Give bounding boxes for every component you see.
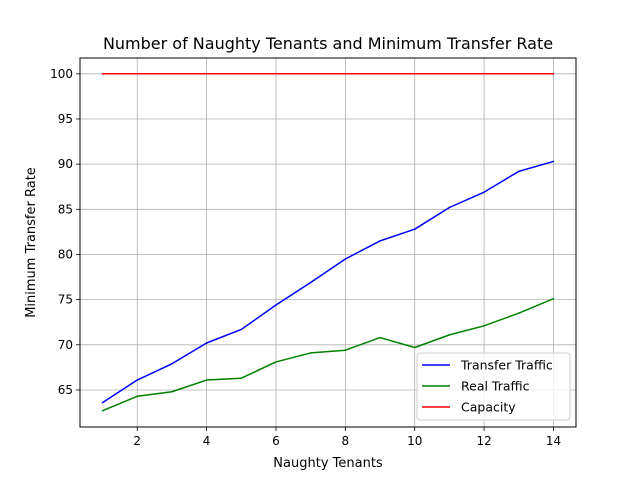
data-point-capacity bbox=[518, 73, 520, 75]
x-tick-label: 6 bbox=[272, 434, 280, 448]
data-point-transfer-traffic bbox=[275, 304, 277, 306]
y-tick-label: 75 bbox=[58, 293, 73, 307]
y-tick-label: 95 bbox=[58, 112, 73, 126]
data-point-real-traffic bbox=[101, 409, 104, 412]
y-tick-label: 90 bbox=[58, 157, 73, 171]
data-point-real-traffic bbox=[379, 336, 381, 339]
data-point-capacity bbox=[552, 73, 555, 75]
data-point-real-traffic bbox=[240, 377, 243, 379]
data-point-real-traffic bbox=[205, 379, 208, 381]
data-point-capacity bbox=[448, 73, 451, 75]
y-tick-label: 70 bbox=[58, 338, 73, 352]
data-point-real-traffic bbox=[518, 312, 520, 314]
x-tick-label: 2 bbox=[133, 434, 141, 448]
data-point-transfer-traffic bbox=[136, 379, 138, 381]
data-point-transfer-traffic bbox=[518, 170, 520, 173]
data-point-capacity bbox=[413, 73, 416, 75]
data-point-capacity bbox=[275, 73, 277, 75]
y-tick-label: 100 bbox=[50, 67, 73, 81]
x-tick-label: 10 bbox=[407, 434, 422, 448]
data-point-transfer-traffic bbox=[240, 328, 243, 331]
plot-frame bbox=[79, 57, 577, 428]
y-tick-label: 85 bbox=[58, 202, 73, 216]
data-point-capacity bbox=[136, 73, 138, 75]
legend-label-capacity: Capacity bbox=[461, 400, 516, 415]
axis-ticks: 2 4 6 8 10 12 14 65 70 75 80 85 90 95 100 bbox=[50, 67, 561, 448]
x-tick-label: 14 bbox=[546, 434, 561, 448]
data-point-transfer-traffic bbox=[171, 363, 173, 365]
data-point-transfer-traffic bbox=[413, 228, 416, 230]
x-tick-label: 8 bbox=[342, 434, 350, 448]
data-point-transfer-traffic bbox=[101, 401, 104, 404]
data-point-real-traffic bbox=[483, 325, 485, 327]
legend-label-real-traffic: Real Traffic bbox=[461, 379, 530, 394]
series-lines bbox=[101, 73, 555, 412]
data-point-real-traffic bbox=[171, 391, 173, 393]
data-point-transfer-traffic bbox=[309, 281, 312, 284]
data-point-transfer-traffic bbox=[379, 240, 381, 242]
x-tick-label: 4 bbox=[203, 434, 211, 448]
x-axis-label: Naughty Tenants bbox=[273, 456, 383, 471]
data-point-real-traffic bbox=[552, 297, 555, 300]
y-tick-label: 65 bbox=[58, 383, 73, 397]
chart-title: Number of Naughty Tenants and Minimum Tr… bbox=[103, 34, 553, 53]
data-point-capacity bbox=[483, 73, 485, 75]
series-line-transfer-traffic bbox=[102, 160, 554, 404]
data-point-transfer-traffic bbox=[483, 191, 485, 193]
data-point-capacity bbox=[379, 73, 381, 75]
data-point-capacity bbox=[309, 73, 312, 75]
series-line-real-traffic bbox=[102, 298, 554, 412]
data-point-capacity bbox=[240, 73, 243, 75]
data-point-capacity bbox=[171, 73, 173, 75]
data-point-real-traffic bbox=[448, 334, 451, 336]
y-axis-label: Minimum Transfer Rate bbox=[24, 167, 39, 318]
data-point-real-traffic bbox=[344, 349, 347, 351]
legend: Transfer Traffic Real Traffic Capacity bbox=[416, 352, 571, 421]
data-point-transfer-traffic bbox=[344, 258, 347, 260]
data-point-transfer-traffic bbox=[448, 206, 451, 209]
data-point-transfer-traffic bbox=[552, 160, 555, 163]
data-point-real-traffic bbox=[413, 346, 416, 349]
data-point-real-traffic bbox=[136, 395, 138, 398]
data-point-real-traffic bbox=[275, 361, 277, 363]
data-point-capacity bbox=[344, 73, 347, 75]
y-tick-label: 80 bbox=[58, 247, 73, 261]
data-point-real-traffic bbox=[309, 352, 312, 354]
x-tick-label: 12 bbox=[476, 434, 491, 448]
data-point-transfer-traffic bbox=[205, 342, 208, 344]
data-point-capacity bbox=[205, 73, 208, 75]
legend-label-transfer-traffic: Transfer Traffic bbox=[460, 358, 553, 373]
data-point-capacity bbox=[101, 73, 104, 75]
legend-box bbox=[416, 352, 571, 421]
